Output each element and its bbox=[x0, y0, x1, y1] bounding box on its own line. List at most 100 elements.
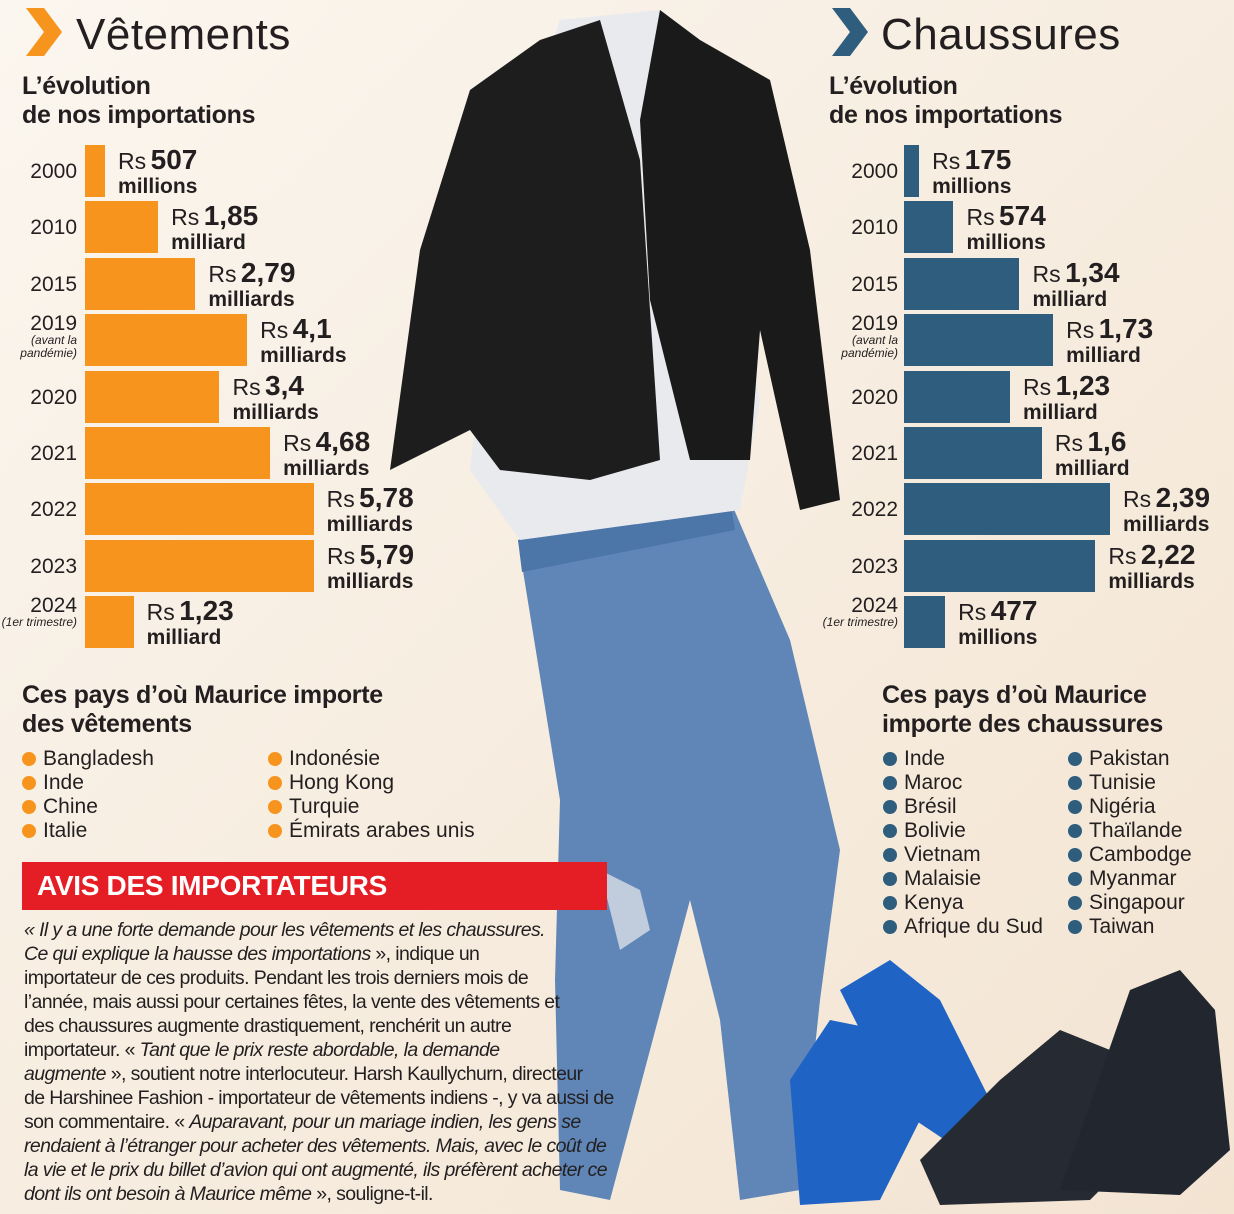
chevron-right-icon bbox=[26, 8, 62, 56]
quote-text: rendaient à l’étranger pour acheter des … bbox=[24, 1135, 607, 1157]
currency: Rs bbox=[146, 599, 175, 626]
year-label: 2023 bbox=[818, 556, 898, 577]
year-text: 2020 bbox=[851, 385, 898, 409]
quote-text: Auparavant, pour un mariage indien, les … bbox=[189, 1111, 581, 1133]
chart-row: 2021 Rs 4,68 milliards bbox=[0, 426, 430, 480]
bar bbox=[904, 596, 946, 649]
country-item: Kenya bbox=[883, 891, 964, 915]
paragraph-line: « Il y a une forte demande pour les vête… bbox=[24, 918, 614, 942]
vetements-chart: 2000 Rs 507 millions 2010 Rs 1,85 milliard 201… bbox=[0, 145, 430, 650]
country-name: Tunisie bbox=[1089, 771, 1156, 794]
country-name: Afrique du Sud bbox=[904, 915, 1043, 938]
year-text: 2020 bbox=[30, 385, 77, 409]
bullet-dot-icon bbox=[883, 824, 897, 838]
chart-row: 2020 Rs 1,23 milliard bbox=[818, 369, 1234, 423]
quote-text: la vie et le prix du billet d’avion qui … bbox=[24, 1159, 608, 1181]
chart-row: 2000 Rs 507 millions bbox=[0, 145, 430, 198]
year-label: 2020 bbox=[0, 387, 77, 408]
chaussures-title: Chaussures bbox=[881, 10, 1121, 59]
year-note: (avant la pandémie) bbox=[20, 333, 77, 361]
amount: 5,78 bbox=[359, 482, 414, 514]
amount: 574 bbox=[999, 200, 1046, 232]
unit: milliards bbox=[1123, 513, 1210, 537]
year-text: 2019 bbox=[851, 312, 898, 336]
bullet-dot-icon bbox=[268, 800, 282, 814]
body-text: », soutient notre interlocuteur. Harsh K… bbox=[105, 1063, 583, 1085]
country-item: Taiwan bbox=[1068, 915, 1154, 939]
year-text: 2000 bbox=[30, 160, 77, 183]
unit: milliard bbox=[1032, 287, 1108, 311]
bullet-dot-icon bbox=[1068, 920, 1082, 934]
amount: 1,85 bbox=[203, 200, 259, 232]
country-item: Chine bbox=[22, 795, 98, 819]
black-boots-image bbox=[920, 970, 1230, 1205]
country-item: Nigéria bbox=[1068, 795, 1156, 819]
bar bbox=[85, 314, 248, 367]
bullet-dot-icon bbox=[1068, 800, 1082, 814]
bar bbox=[85, 483, 314, 536]
year-label: 2015 bbox=[818, 274, 898, 295]
bullet-dot-icon bbox=[22, 800, 36, 814]
paragraph-line: importateur. « Tant que le prix reste ab… bbox=[24, 1038, 614, 1062]
year-label: 2020 bbox=[818, 387, 898, 408]
body-text: des chaussures augmente drastiquement, r… bbox=[24, 1015, 512, 1037]
country-name: Bolivie bbox=[904, 819, 966, 842]
year-text: 2000 bbox=[851, 160, 898, 183]
year-text: 2010 bbox=[30, 216, 77, 240]
country-name: Brésil bbox=[904, 795, 957, 818]
bullet-dot-icon bbox=[1068, 872, 1082, 886]
heading-line: Ces pays d’où Maurice importe bbox=[22, 681, 383, 709]
unit: millions bbox=[118, 175, 198, 198]
country-item: Brésil bbox=[883, 795, 957, 819]
country-item: Hong Kong bbox=[268, 771, 394, 795]
country-name: Taiwan bbox=[1089, 915, 1155, 938]
amount: 1,73 bbox=[1098, 313, 1154, 345]
currency: Rs bbox=[1123, 486, 1152, 513]
bullet-dot-icon bbox=[883, 896, 897, 910]
paragraph-line: son commentaire. « Auparavant, pour un m… bbox=[24, 1110, 614, 1134]
currency: Rs bbox=[118, 148, 147, 174]
country-name: Italie bbox=[43, 819, 88, 842]
avis-paragraph: « Il y a une forte demande pour les vête… bbox=[24, 918, 614, 1206]
chart-row: 2024 (1er trimestre) Rs 1,23 milliard bbox=[0, 595, 430, 649]
body-text: son commentaire. « bbox=[24, 1111, 190, 1133]
amount: 1,23 bbox=[1055, 369, 1111, 401]
chart-row: 2024 (1er trimestre) Rs 477 millions bbox=[818, 595, 1234, 650]
currency: Rs bbox=[1108, 542, 1137, 569]
year-label: 2022 bbox=[0, 499, 77, 520]
bullet-dot-icon bbox=[883, 848, 897, 862]
country-item: Vietnam bbox=[883, 843, 981, 867]
bar bbox=[85, 596, 134, 649]
amount: 4,68 bbox=[315, 426, 371, 457]
bullet-dot-icon bbox=[883, 776, 897, 790]
paragraph-line: dont ils ont besoin à Maurice même », so… bbox=[24, 1182, 614, 1206]
chart-row: 2015 Rs 1,34 milliard bbox=[818, 257, 1234, 311]
chart-row: 2023 Rs 2,22 milliards bbox=[818, 538, 1234, 592]
year-note: (avant la pandémie) bbox=[841, 333, 898, 361]
bullet-dot-icon bbox=[268, 776, 282, 790]
year-label: 2024 (1er trimestre) bbox=[818, 595, 898, 629]
amount: 5,79 bbox=[359, 538, 415, 570]
country-name: Hong Kong bbox=[289, 771, 395, 794]
country-item: Pakistan bbox=[1068, 747, 1170, 771]
amount: 1,6 bbox=[1087, 426, 1127, 457]
amount: 3,4 bbox=[265, 369, 304, 401]
vetements-title: Vêtements bbox=[76, 10, 291, 59]
amount: 2,22 bbox=[1140, 538, 1196, 570]
unit: millions bbox=[958, 626, 1038, 650]
bullet-dot-icon bbox=[22, 776, 36, 790]
currency: Rs bbox=[1023, 373, 1052, 400]
country-item: Thaïlande bbox=[1068, 819, 1182, 843]
body-text: importateur de ces produits. Pendant les… bbox=[24, 967, 529, 989]
bullet-dot-icon bbox=[1068, 848, 1082, 862]
bar bbox=[85, 201, 159, 254]
year-label: 2010 bbox=[0, 217, 77, 238]
paragraph-line: importateur de ces produits. Pendant les… bbox=[24, 966, 614, 990]
unit: milliards bbox=[232, 400, 319, 424]
country-name: Turquie bbox=[289, 795, 360, 818]
bullet-dot-icon bbox=[883, 752, 897, 766]
heading-line: des vêtements bbox=[22, 710, 192, 738]
chart-row: 2019 (avant la pandémie) Rs 1,73 milliard bbox=[820, 312, 1234, 367]
quote-text: « Il y a une forte demande pour les vête… bbox=[24, 919, 546, 941]
paragraph-line: de Harshinee Fashion - importateur de vê… bbox=[24, 1086, 614, 1110]
